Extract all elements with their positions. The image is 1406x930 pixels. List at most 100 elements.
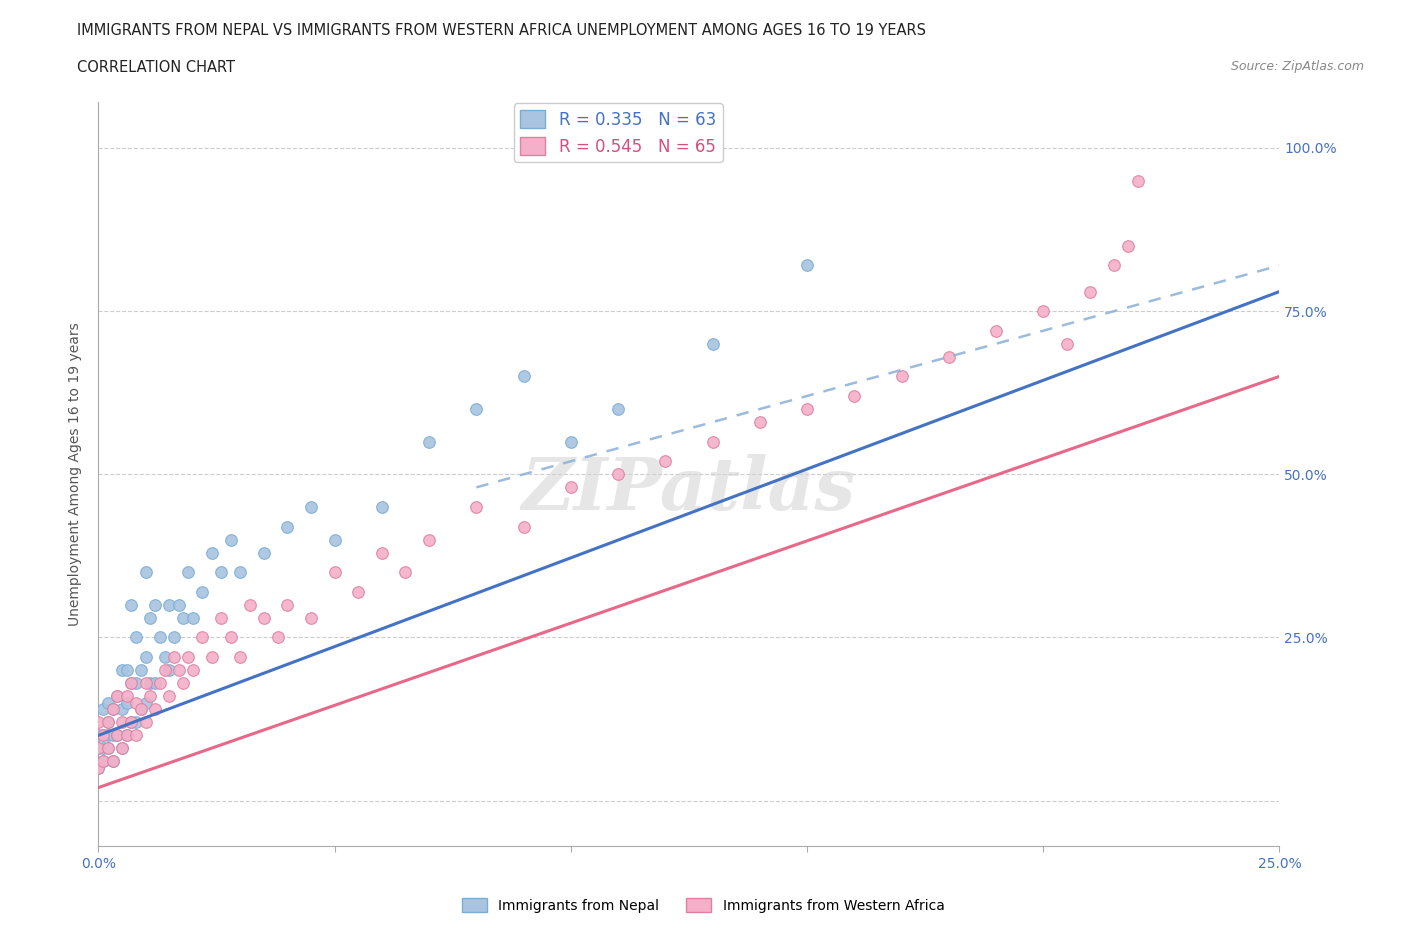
Point [115,663,138,678]
Text: IMMIGRANTS FROM NEPAL VS IMMIGRANTS FROM WESTERN AFRICA UNEMPLOYMENT AMONG AGES : IMMIGRANTS FROM NEPAL VS IMMIGRANTS FROM… [77,23,927,38]
Point [163,649,186,664]
Point [191,630,214,644]
Point [111,741,134,756]
Point [135,676,157,691]
Point [796,258,818,272]
Point [299,499,322,514]
Point [87,761,110,776]
Text: ZIPatlas: ZIPatlas [522,454,856,525]
Point [143,676,166,691]
Point [139,689,162,704]
Point [91,702,114,717]
Point [129,702,152,717]
Point [121,715,143,730]
Point [143,702,166,717]
Point [91,728,114,743]
Point [91,728,114,743]
Point [111,702,134,717]
Point [253,610,276,625]
Point [229,649,252,664]
Point [143,597,166,612]
Point [702,337,724,352]
Point [1102,258,1125,272]
Point [153,663,176,678]
Point [121,676,143,691]
Point [125,676,148,691]
Point [1080,285,1102,299]
Point [172,610,194,625]
Point [748,415,770,430]
Point [253,545,276,560]
Point [115,728,138,743]
Point [938,350,960,365]
Point [276,519,298,534]
Point [97,741,120,756]
Point [181,663,204,678]
Point [219,630,242,644]
Point [111,663,134,678]
Text: Source: ZipAtlas.com: Source: ZipAtlas.com [1230,60,1364,73]
Point [796,402,818,417]
Point [418,434,440,449]
Point [115,689,138,704]
Point [87,741,110,756]
Point [267,630,290,644]
Point [115,728,138,743]
Legend: Immigrants from Nepal, Immigrants from Western Africa: Immigrants from Nepal, Immigrants from W… [456,893,950,919]
Point [607,467,630,482]
Point [844,389,866,404]
Point [121,597,143,612]
Point [201,545,224,560]
Point [984,324,1007,339]
Point [560,480,582,495]
Point [1032,304,1054,319]
Point [129,663,152,678]
Point [201,649,224,664]
Point [101,702,124,717]
Point [135,715,157,730]
Point [465,402,488,417]
Point [890,369,912,384]
Point [91,741,114,756]
Point [172,676,194,691]
Point [299,610,322,625]
Point [219,532,242,547]
Point [153,649,176,664]
Point [125,630,148,644]
Point [115,696,138,711]
Point [167,597,190,612]
Point [371,545,394,560]
Point [371,499,394,514]
Point [702,434,724,449]
Point [276,597,298,612]
Point [87,728,110,743]
Point [111,715,134,730]
Point [105,728,128,743]
Point [105,728,128,743]
Point [101,728,124,743]
Point [87,715,110,730]
Point [323,565,346,579]
Y-axis label: Unemployment Among Ages 16 to 19 years: Unemployment Among Ages 16 to 19 years [69,323,83,626]
Point [654,454,676,469]
Point [139,676,162,691]
Point [347,584,370,599]
Point [512,369,534,384]
Point [239,597,262,612]
Point [91,754,114,769]
Point [101,702,124,717]
Point [135,649,157,664]
Point [157,689,180,704]
Point [97,715,120,730]
Point [97,741,120,756]
Legend: R = 0.335   N = 63, R = 0.545   N = 65: R = 0.335 N = 63, R = 0.545 N = 65 [513,103,723,162]
Point [157,663,180,678]
Point [125,728,148,743]
Point [167,663,190,678]
Point [121,715,143,730]
Point [129,702,152,717]
Point [157,597,180,612]
Point [229,565,252,579]
Point [97,696,120,711]
Point [97,728,120,743]
